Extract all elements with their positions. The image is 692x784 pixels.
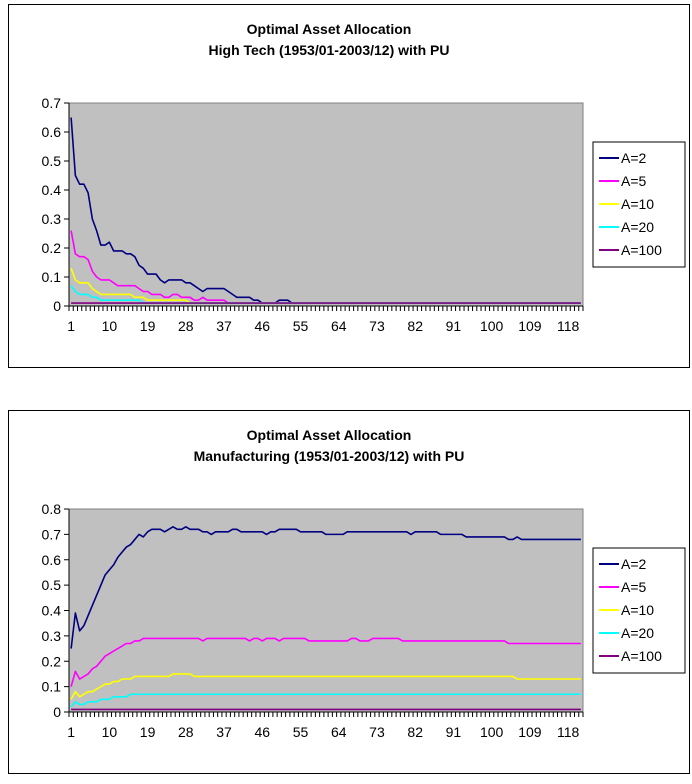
chart-1-xtick-label: 46 — [254, 318, 270, 334]
chart-2-x-tick-marks — [68, 712, 584, 717]
chart-2-legend-label: A=100 — [621, 648, 662, 664]
chart-1-xtick-label: 55 — [293, 318, 309, 334]
chart-1-xtick-label: 28 — [178, 318, 194, 334]
chart-1-xtick-label: 73 — [369, 318, 385, 334]
chart-2-legend-label: A=5 — [621, 579, 647, 595]
chart-panel-manufacturing: Optimal Asset Allocation Manufacturing (1… — [8, 410, 690, 774]
chart-1-ytick-label: 0 — [53, 298, 61, 314]
chart-1-ytick-label: 0.7 — [42, 95, 62, 111]
chart-2-xtick-label: 1 — [67, 724, 75, 740]
chart-1-legend-label: A=2 — [621, 150, 647, 166]
chart-2-ytick-label: 0.3 — [42, 628, 62, 644]
chart-2-ytick-label: 0.8 — [42, 501, 62, 517]
chart-2-xtick-label: 64 — [331, 724, 347, 740]
chart-1-xtick-label: 91 — [446, 318, 462, 334]
chart-2-xtick-label: 10 — [102, 724, 118, 740]
chart-2-xtick-label: 28 — [178, 724, 194, 740]
chart-panel-high-tech: Optimal Asset Allocation High Tech (1953/… — [8, 4, 690, 368]
chart-2-legend-label: A=20 — [621, 625, 654, 641]
chart-manufacturing: Optimal Asset Allocation Manufacturing (1… — [42, 427, 686, 740]
chart-2-title: Optimal Asset Allocation — [247, 427, 412, 443]
chart-2-series-a-2 — [70, 525, 581, 649]
chart-2-ytick-label: 0.4 — [42, 603, 62, 619]
chart-1-xtick-label: 10 — [102, 318, 118, 334]
chart-2-xtick-label: 73 — [369, 724, 385, 740]
chart-1-series-a-20 — [70, 285, 581, 304]
chart-1-ytick-label: 0.5 — [42, 153, 62, 169]
chart-2-ytick-label: 0.5 — [42, 577, 62, 593]
chart-1-ytick-label: 0.4 — [42, 182, 62, 198]
chart-2-xtick-label: 100 — [480, 724, 504, 740]
chart-2-legend-label: A=10 — [621, 602, 654, 618]
chart-2-xtick-label: 91 — [446, 724, 462, 740]
chart-2-legend-label: A=2 — [621, 556, 647, 572]
chart-1-x-tick-marks — [68, 306, 584, 311]
chart-2-ytick-label: 0.6 — [42, 552, 62, 568]
chart-1-legend-label: A=100 — [621, 242, 662, 258]
chart-1-ytick-label: 0.2 — [42, 240, 62, 256]
chart-1-title: Optimal Asset Allocation — [247, 21, 412, 37]
chart-1-xtick-label: 37 — [216, 318, 232, 334]
chart-2-ytick-label: 0.1 — [42, 679, 62, 695]
chart-2-ytick-label: 0.7 — [42, 526, 62, 542]
chart-1-xtick-label: 118 — [557, 318, 580, 334]
chart-2-ytick-label: 0.2 — [42, 653, 62, 669]
chart-2-ytick-label: 0 — [53, 704, 61, 720]
chart-1-xtick-label: 100 — [480, 318, 504, 334]
chart-2-xtick-label: 37 — [216, 724, 232, 740]
chart-2-xtick-label: 109 — [518, 724, 542, 740]
chart-1-xtick-label: 109 — [518, 318, 542, 334]
chart-2-xtick-label: 46 — [254, 724, 270, 740]
chart-1-subtitle: High Tech (1953/01-2003/12) with PU — [209, 42, 450, 58]
chart-2-xtick-label: 82 — [407, 724, 423, 740]
chart-1-ytick-label: 0.3 — [42, 211, 62, 227]
chart-2-xtick-label: 118 — [557, 724, 580, 740]
chart-high-tech: Optimal Asset Allocation High Tech (1953/… — [42, 21, 686, 334]
chart-1-plot-area — [68, 102, 584, 307]
chart-2-plot-area — [68, 508, 584, 713]
chart-2-series-a-10 — [70, 673, 581, 700]
chart-1-ytick-label: 0.6 — [42, 124, 62, 140]
chart-1-series-a-5 — [70, 230, 581, 304]
chart-1-xtick-label: 64 — [331, 318, 347, 334]
chart-1-legend-label: A=20 — [621, 219, 654, 235]
chart-1-xtick-label: 82 — [407, 318, 423, 334]
chart-2-xtick-label: 19 — [140, 724, 156, 740]
chart-1-legend-label: A=5 — [621, 173, 647, 189]
chart-1-xtick-label: 19 — [140, 318, 156, 334]
chart-1-ytick-label: 0.1 — [42, 269, 62, 285]
chart-1-series-a-10 — [70, 268, 581, 304]
chart-2-series-a-5 — [70, 637, 581, 687]
chart-1-legend-label: A=10 — [621, 196, 654, 212]
chart-2-subtitle: Manufacturing (1953/01-2003/12) with PU — [194, 448, 465, 464]
chart-2-xtick-label: 55 — [293, 724, 309, 740]
chart-2-series-a-20 — [70, 693, 581, 708]
chart-1-xtick-label: 1 — [67, 318, 75, 334]
